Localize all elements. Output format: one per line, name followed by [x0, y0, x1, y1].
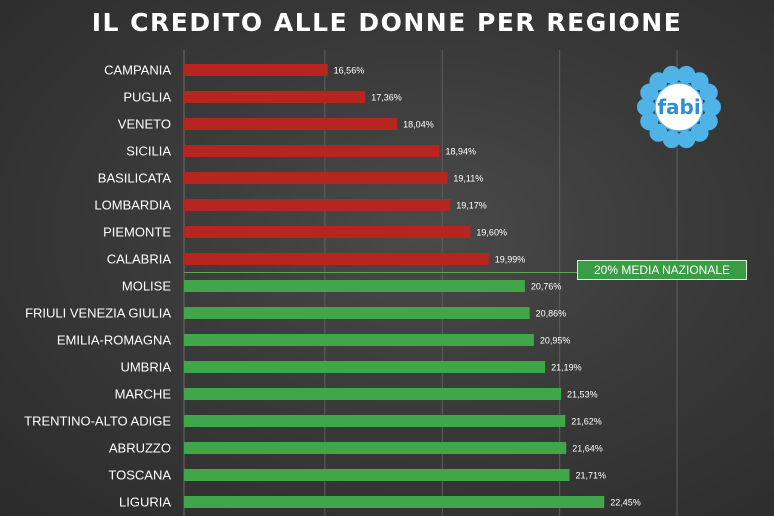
bar — [184, 469, 570, 481]
category-label: TOSCANA — [108, 468, 171, 483]
bar — [184, 307, 530, 319]
bar — [184, 91, 365, 103]
logo-petal — [700, 84, 718, 102]
category-label: SICILIA — [126, 144, 171, 159]
bar — [184, 172, 447, 184]
value-label: 20,76% — [531, 282, 562, 292]
value-label: 18,94% — [445, 147, 476, 157]
category-label: CALABRIA — [107, 252, 172, 267]
value-label: 19,17% — [456, 201, 487, 211]
bar — [184, 280, 525, 292]
value-label: 16,56% — [334, 66, 365, 76]
category-label: MOLISE — [122, 279, 171, 294]
value-label: 18,04% — [403, 120, 434, 130]
bar — [184, 118, 397, 130]
category-label: VENETO — [118, 117, 171, 132]
category-label: BASILICATA — [98, 171, 172, 186]
bar — [184, 253, 489, 265]
bar — [184, 361, 545, 373]
bar — [184, 226, 470, 238]
category-label: FRIULI VENEZIA GIULIA — [25, 306, 171, 321]
fabi-logo: fabi — [634, 62, 724, 152]
category-label: MARCHE — [115, 387, 172, 402]
bar — [184, 64, 328, 76]
value-label: 20,86% — [536, 309, 567, 319]
value-label: 21,62% — [571, 417, 602, 427]
bar — [184, 496, 604, 508]
value-label: 21,53% — [567, 390, 598, 400]
national-average-label: 20% MEDIA NAZIONALE — [577, 260, 747, 280]
bar — [184, 199, 450, 211]
value-label: 20,95% — [540, 336, 571, 346]
value-label: 21,71% — [576, 471, 607, 481]
value-label: 19,11% — [453, 174, 483, 184]
category-label: ABRUZZO — [109, 441, 171, 456]
bar — [184, 145, 439, 157]
bar — [184, 334, 534, 346]
value-label: 17,36% — [371, 93, 402, 103]
bar — [184, 442, 566, 454]
value-label: 19,60% — [476, 228, 507, 238]
category-label: LIGURIA — [119, 495, 171, 510]
category-label: CAMPANIA — [104, 63, 171, 78]
logo-text: fabi — [657, 95, 700, 119]
category-label: EMILIA-ROMAGNA — [57, 333, 171, 348]
bar — [184, 415, 565, 427]
bar — [184, 388, 561, 400]
category-label: TRENTINO-ALTO ADIGE — [24, 414, 171, 429]
value-label: 21,19% — [551, 363, 582, 373]
chart-container: IL CREDITO ALLE DONNE PER REGIONE CAMPAN… — [0, 0, 774, 516]
value-label: 19,99% — [495, 255, 526, 265]
category-label: UMBRIA — [120, 360, 171, 375]
value-label: 21,64% — [572, 444, 603, 454]
value-label: 22,45% — [610, 498, 641, 508]
category-label: LOMBARDIA — [94, 198, 171, 213]
category-label: PUGLIA — [123, 90, 171, 105]
category-label: PIEMONTE — [103, 225, 171, 240]
